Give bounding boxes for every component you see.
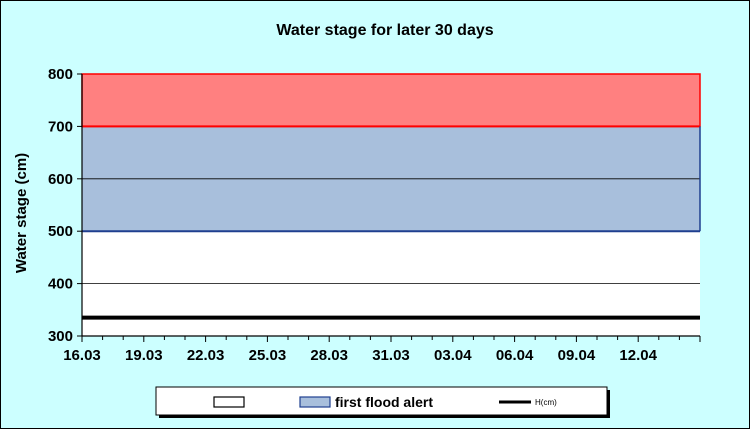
x-tick-label-22.03: 22.03 <box>187 347 225 364</box>
legend-swatch-white <box>214 397 244 407</box>
legend-swatch-first-flood-alert <box>300 397 330 407</box>
x-tick-layer: 16.03 19.03 22.03 25.03 28.03 31.03 03.04 06.04… <box>63 336 700 364</box>
y-tick-label-400: 400 <box>48 276 73 293</box>
legend-label-hcm: H(cm) <box>535 398 557 407</box>
x-tick-label-09.04: 09.04 <box>558 347 596 364</box>
x-tick-label-19.03: 19.03 <box>125 347 163 364</box>
x-tick-label-25.03: 25.03 <box>249 347 287 364</box>
x-tick-label-16.03: 16.03 <box>63 347 101 364</box>
x-tick-label-31.03: 31.03 <box>372 347 410 364</box>
y-tick-label-300: 300 <box>48 328 73 345</box>
x-tick-label-06.04: 06.04 <box>496 347 534 364</box>
y-axis-label: Water stage (cm) <box>13 153 30 273</box>
band-2 <box>82 74 700 126</box>
y-tick-label-800: 800 <box>48 66 73 83</box>
x-tick-label-12.04: 12.04 <box>619 347 657 364</box>
legend: first flood alert H(cm) <box>156 387 610 418</box>
y-tick-label-500: 500 <box>48 223 73 240</box>
y-tick-layer: 300 400 500 600 700 800 <box>48 66 82 345</box>
y-tick-label-600: 600 <box>48 171 73 188</box>
x-tick-label-03.04: 03.04 <box>434 347 472 364</box>
x-tick-label-28.03: 28.03 <box>310 347 348 364</box>
legend-label-first-flood-alert: first flood alert <box>335 394 433 410</box>
band-layer <box>82 74 700 336</box>
chart-title: Water stage for later 30 days <box>276 22 493 39</box>
y-tick-label-700: 700 <box>48 118 73 135</box>
